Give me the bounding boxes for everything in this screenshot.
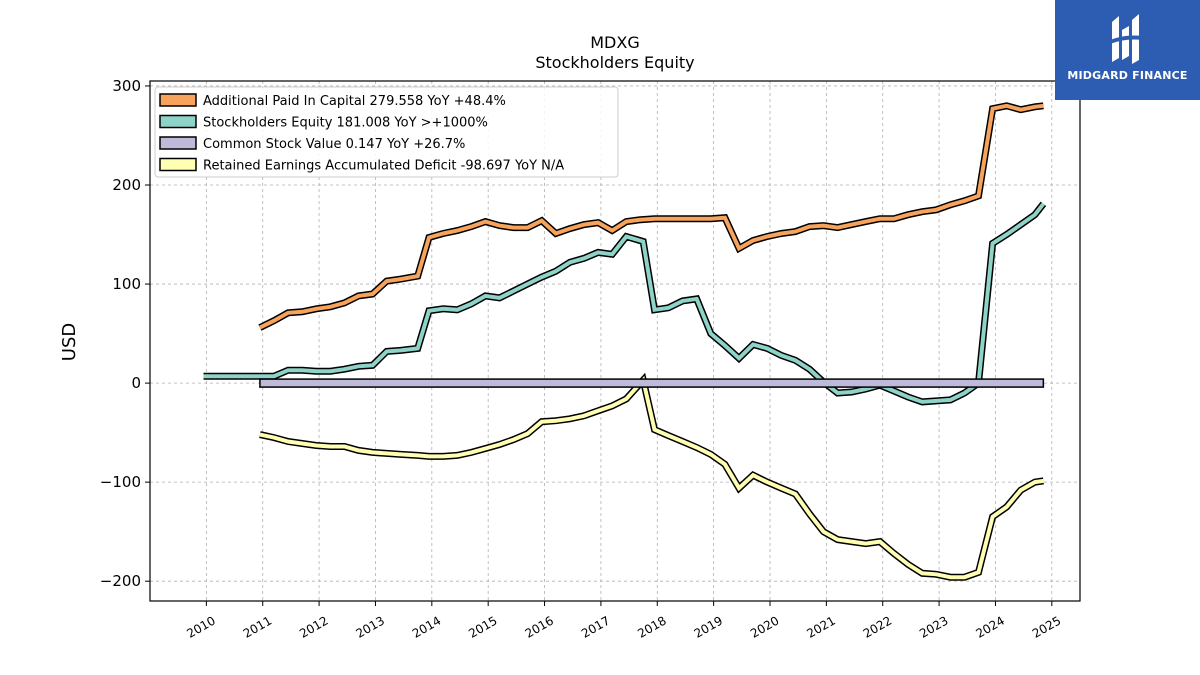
series-layer bbox=[203, 102, 1047, 581]
x-tick-label: 2014 bbox=[410, 613, 443, 640]
x-tick-label: 2021 bbox=[804, 613, 837, 640]
midgard-logo-text: MIDGARD FINANCE bbox=[1067, 69, 1188, 82]
plot-frame bbox=[149, 80, 1081, 602]
legend-label: Additional Paid In Capital 279.558 YoY +… bbox=[203, 94, 506, 109]
x-tick-label: 2016 bbox=[523, 613, 556, 640]
series-3 bbox=[259, 372, 1044, 581]
y-tick-label: 100 bbox=[112, 275, 141, 293]
legend-box bbox=[154, 86, 619, 178]
x-tick-label: 2023 bbox=[917, 613, 950, 640]
series-common-stock bbox=[259, 378, 1045, 388]
y-tick-label: 300 bbox=[112, 77, 141, 95]
x-tick-label: 2022 bbox=[861, 613, 894, 640]
x-tick-label: 2015 bbox=[466, 613, 499, 640]
midgard-finance-logo: MIDGARD FINANCE bbox=[1055, 0, 1200, 100]
series-1 bbox=[203, 201, 1047, 406]
legend-swatch bbox=[159, 157, 197, 172]
legend-swatch bbox=[159, 93, 197, 107]
legend-swatch bbox=[159, 136, 197, 150]
midgard-logo-icon bbox=[1110, 14, 1143, 64]
x-tick-label: 2024 bbox=[974, 613, 1007, 640]
legend-label: Common Stock Value 0.147 YoY +26.7% bbox=[203, 137, 465, 152]
series-0 bbox=[258, 102, 1044, 331]
legend: Additional Paid In Capital 279.558 YoY +… bbox=[154, 86, 619, 178]
x-tick-label: 2012 bbox=[297, 613, 330, 640]
legend-label: Retained Earnings Accumulated Deficit -9… bbox=[203, 159, 564, 174]
legend-label: Stockholders Equity 181.008 YoY >+1000% bbox=[203, 116, 488, 131]
x-tick-label: 2025 bbox=[1030, 613, 1063, 640]
legend-swatch bbox=[159, 114, 197, 129]
x-axis: 2010 2011 2012 2013 2014 2015 2016 2017 2018 2019… bbox=[184, 601, 1063, 641]
y-axis: −200 −100 0 100 200 300 bbox=[100, 77, 150, 590]
series-line bbox=[259, 103, 1044, 330]
x-tick-label: 2020 bbox=[748, 613, 781, 640]
x-tick-label: 2010 bbox=[184, 613, 217, 640]
y-tick-label: 200 bbox=[112, 176, 141, 194]
series-line bbox=[203, 202, 1045, 404]
y-axis-label: USD bbox=[59, 323, 80, 361]
y-tick-label: −200 bbox=[100, 572, 141, 590]
x-tick-label: 2013 bbox=[354, 613, 387, 640]
series-line bbox=[259, 375, 1044, 580]
x-tick-label: 2011 bbox=[241, 613, 274, 640]
x-tick-label: 2017 bbox=[579, 613, 612, 640]
chart-subtitle: Stockholders Equity bbox=[535, 53, 694, 72]
x-tick-label: 2019 bbox=[692, 613, 725, 640]
y-tick-label: −100 bbox=[100, 473, 141, 491]
chart-title: MDXG bbox=[590, 33, 639, 52]
x-tick-label: 2018 bbox=[635, 613, 668, 640]
y-tick-label: 0 bbox=[131, 374, 141, 392]
